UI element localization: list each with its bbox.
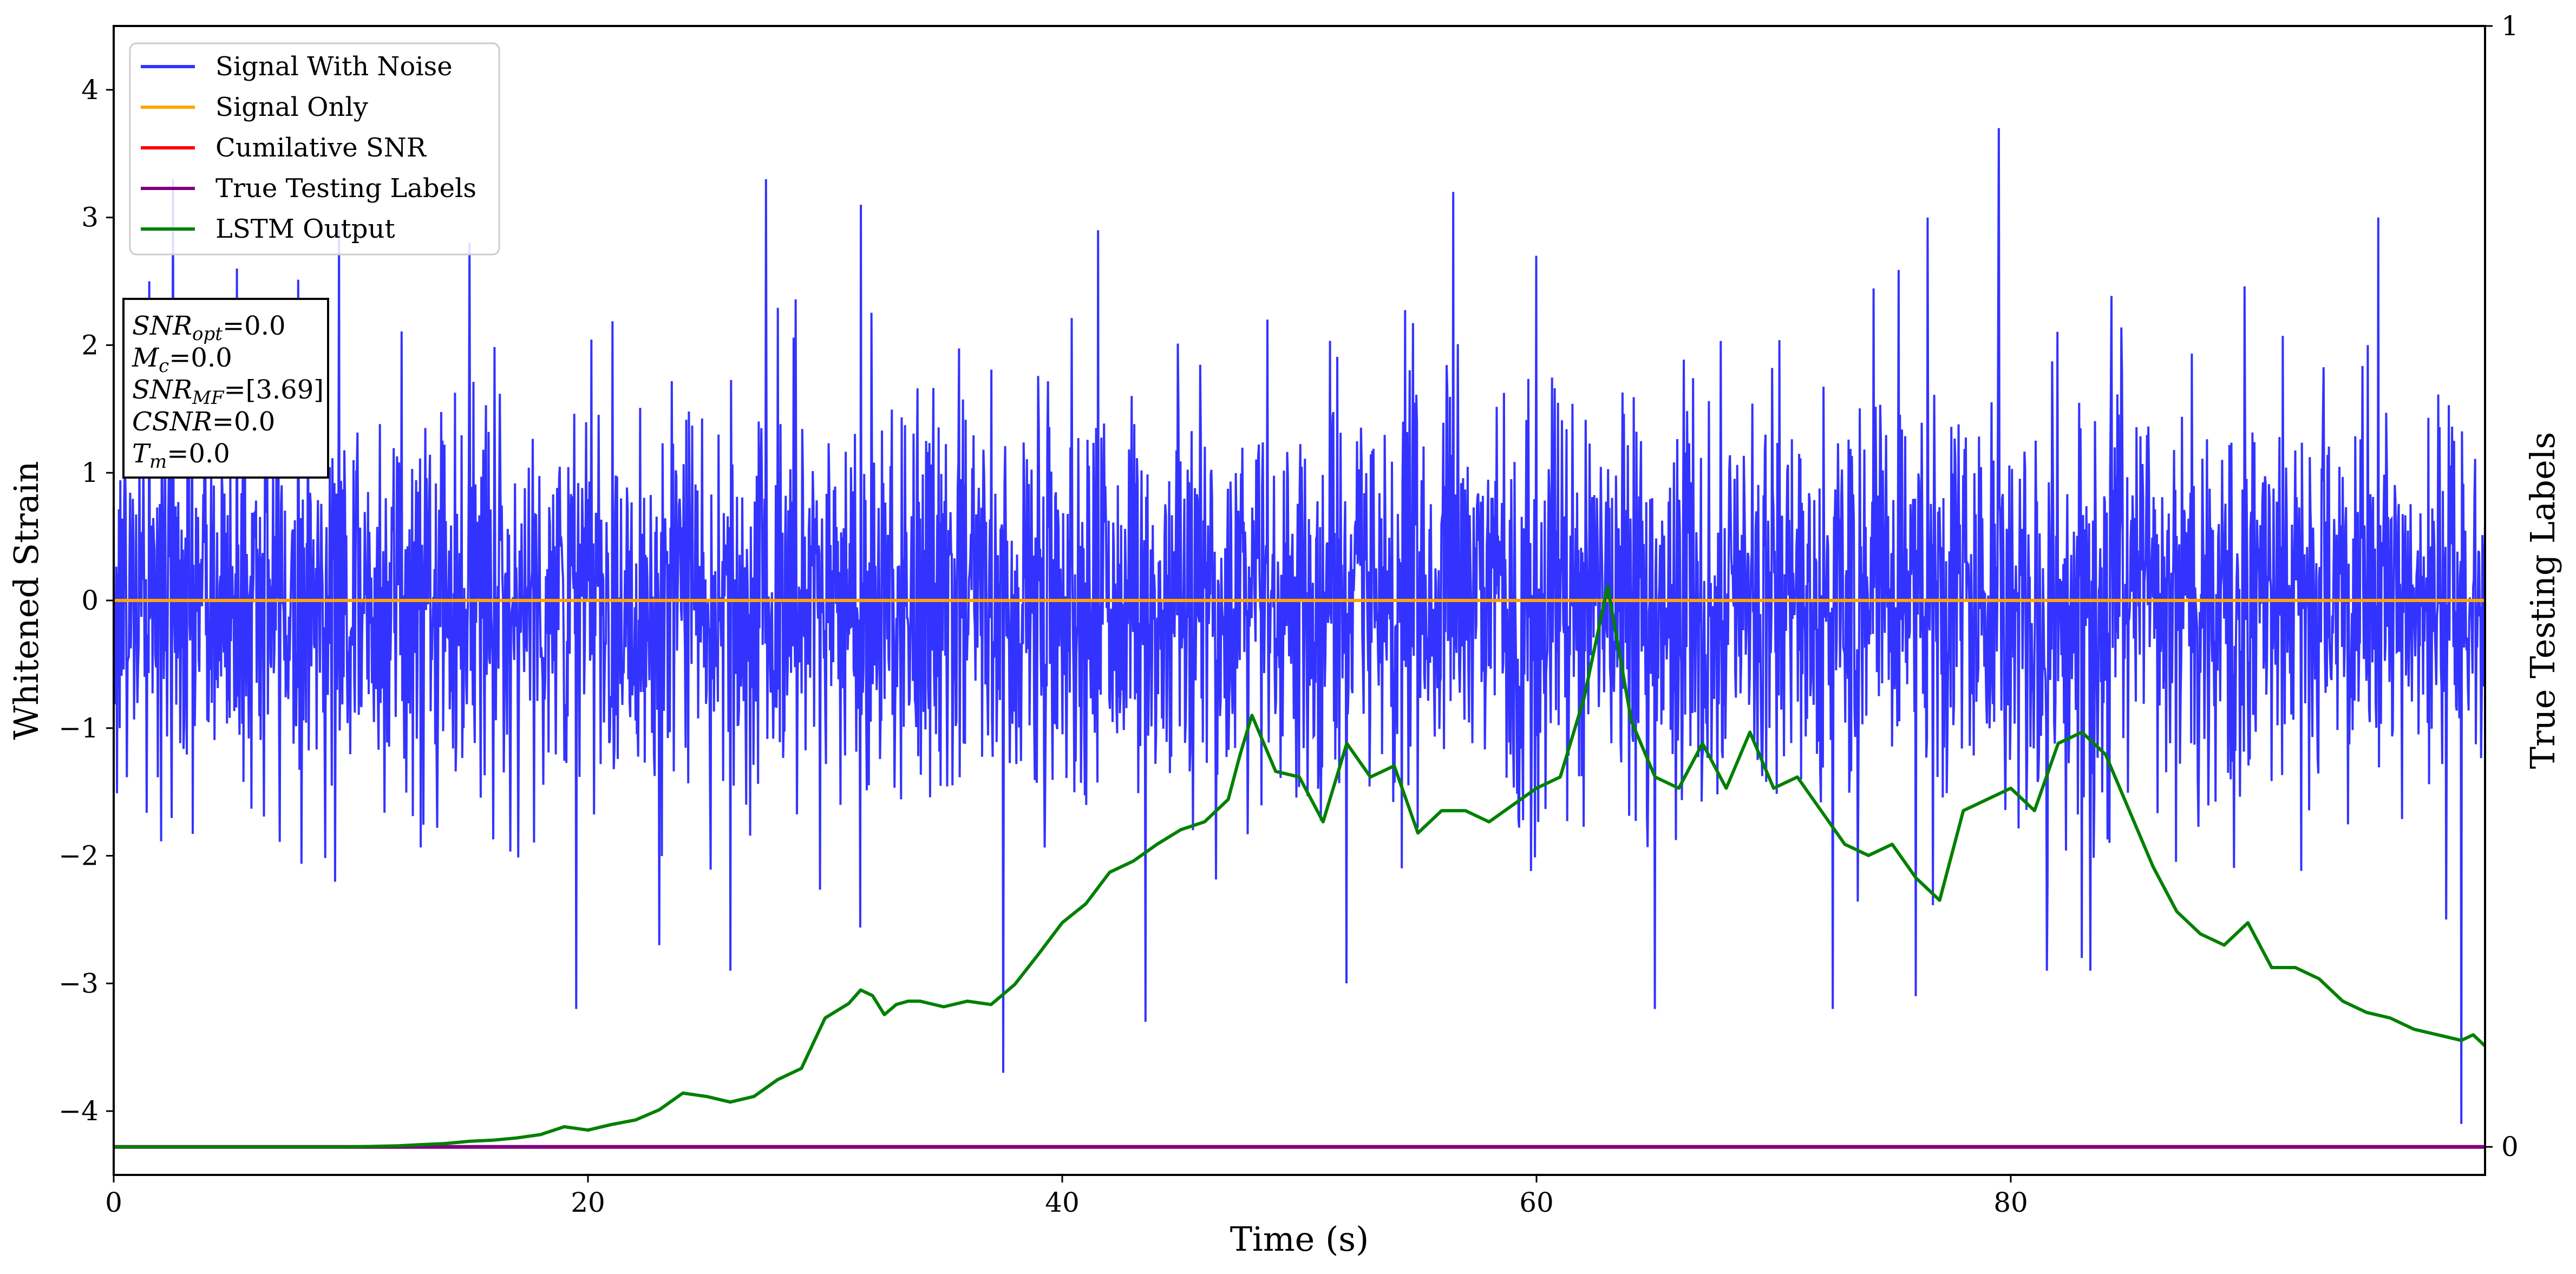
x-axis-label: Time (s) [1230, 1219, 1369, 1259]
x-tick-label: 40 [1045, 1187, 1080, 1218]
stats-line: SNRMF=[3.69] [132, 375, 324, 409]
x-tick-label: 20 [571, 1187, 605, 1218]
stats-line: SNRopt=0.0 [132, 311, 286, 345]
legend-frame [129, 42, 500, 256]
series-signal-with-noise [113, 128, 2486, 1124]
legend: Signal With Noise Signal Only Cumilative… [129, 42, 500, 256]
y-tick-label: −4 [58, 1095, 99, 1127]
y2-axis-label: True Testing Labels [2523, 432, 2562, 769]
x-tick-label: 0 [105, 1187, 122, 1218]
stats-box: SNRopt=0.0Mc=0.0SNRMF=[3.69]CSNR=0.0Tm=0… [122, 298, 329, 479]
x-tick-label: 80 [1993, 1187, 2028, 1218]
y-tick-label: 1 [81, 457, 99, 488]
y-tick-label: 3 [81, 202, 99, 233]
y-tick-label: −2 [58, 840, 99, 872]
plot-area [113, 128, 2487, 1149]
y-tick-label: 2 [81, 329, 99, 361]
stats-line: CSNR=0.0 [132, 407, 275, 437]
stats-line: Mc=0.0 [132, 343, 232, 377]
stats-box-frame [122, 298, 329, 479]
series-lstm-output [114, 585, 2487, 1149]
legend-label-cumulative-snr: Cumilative SNR [215, 133, 427, 163]
y-tick-label: 4 [81, 74, 99, 106]
y2-tick-label: 1 [2501, 10, 2519, 42]
y2-tick-label: 0 [2501, 1131, 2519, 1162]
y-axis-label: Whitened Strain [6, 461, 46, 740]
legend-label-lstm-output: LSTM Output [215, 214, 395, 244]
legend-label-signal-with-noise: Signal With Noise [215, 51, 453, 82]
x-tick-label: 60 [1519, 1187, 1554, 1218]
legend-label-true-labels: True Testing Labels [215, 173, 476, 204]
y-tick-label: −1 [58, 713, 99, 744]
legend-label-signal-only: Signal Only [215, 92, 368, 122]
stats-line: Tm=0.0 [132, 439, 230, 473]
y-tick-label: −3 [58, 968, 99, 999]
y-tick-label: 0 [81, 585, 99, 616]
